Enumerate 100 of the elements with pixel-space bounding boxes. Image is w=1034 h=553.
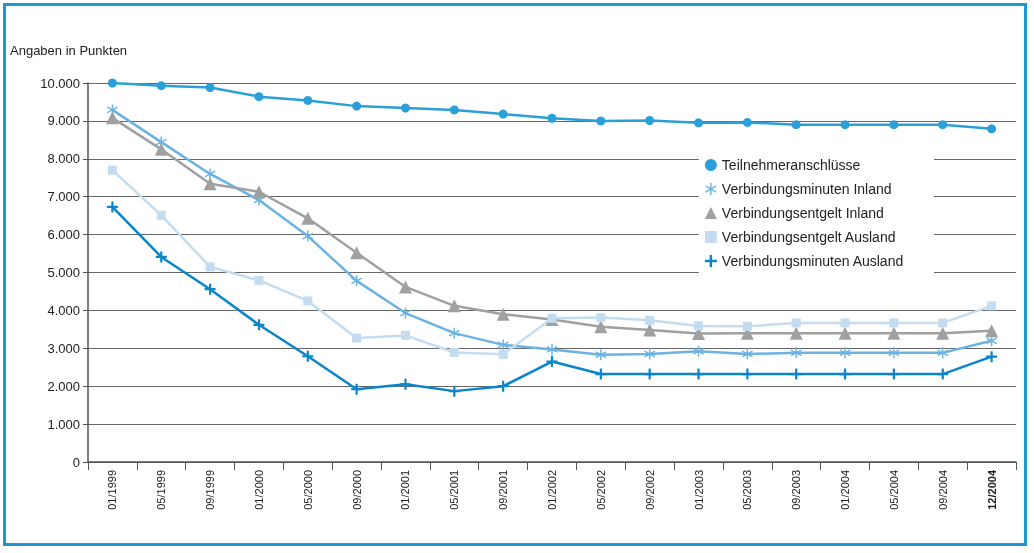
- point: [155, 251, 167, 263]
- point: [888, 368, 900, 380]
- point: [596, 313, 606, 323]
- point: [741, 368, 753, 380]
- x-tick-label: 05/2003: [741, 470, 754, 510]
- point: [596, 116, 606, 126]
- point: [644, 368, 656, 380]
- legend-label: Teilnehmeranschlüsse: [721, 157, 861, 173]
- point: [643, 323, 657, 337]
- point: [106, 201, 118, 213]
- point: [888, 347, 900, 359]
- point: [156, 210, 166, 220]
- point: [350, 246, 364, 260]
- x-tick-label: 05/2002: [594, 470, 607, 510]
- y-tick-label: 5.000: [47, 265, 80, 280]
- point: [742, 321, 752, 331]
- point: [645, 315, 655, 325]
- point: [497, 380, 509, 392]
- point: [644, 348, 656, 360]
- point: [790, 368, 802, 380]
- point: [351, 275, 363, 287]
- point: [302, 230, 314, 242]
- x-tick-label: 01/2003: [692, 470, 705, 510]
- point: [449, 105, 459, 115]
- point: [595, 368, 607, 380]
- x-tick-label: 01/2000: [252, 470, 265, 510]
- point: [447, 299, 461, 313]
- point: [105, 111, 119, 125]
- point: [303, 296, 313, 306]
- point: [694, 321, 704, 331]
- point: [645, 116, 655, 126]
- point: [594, 320, 608, 334]
- point: [937, 368, 949, 380]
- point: [448, 327, 460, 339]
- x-tick-label: 09/2000: [350, 470, 363, 510]
- y-tick-label: 1.000: [47, 416, 80, 432]
- point: [498, 349, 508, 359]
- x-tick-label: 09/2003: [790, 470, 803, 510]
- point: [789, 326, 803, 340]
- point: [204, 283, 216, 295]
- point: [400, 103, 410, 113]
- point: [547, 113, 557, 123]
- legend-label: Verbindungsminuten Inland: [721, 181, 892, 197]
- point: [838, 326, 852, 340]
- point: [352, 333, 362, 343]
- point: [987, 301, 997, 311]
- point: [839, 368, 851, 380]
- point: [204, 168, 216, 180]
- point: [938, 318, 948, 328]
- point: [302, 350, 314, 362]
- y-tick-label: 9.000: [47, 113, 80, 129]
- point: [253, 319, 265, 331]
- point: [156, 81, 166, 91]
- point: [448, 385, 460, 397]
- y-tick-label: 7.000: [47, 189, 80, 205]
- y-tick-label: 10.000: [40, 75, 80, 91]
- point: [790, 347, 802, 359]
- point: [693, 368, 705, 380]
- point: [352, 101, 362, 111]
- point: [351, 383, 363, 395]
- x-tick-label: 05/2000: [301, 470, 314, 510]
- point: [449, 347, 459, 357]
- x-tick-label: 09/2001: [497, 470, 510, 510]
- point: [887, 326, 901, 340]
- x-tick-label: 05/2004: [887, 470, 900, 510]
- y-tick-label: 6.000: [47, 227, 80, 243]
- point: [205, 262, 215, 272]
- x-tick-label: 01/1999: [106, 470, 119, 510]
- point: [107, 165, 117, 175]
- x-tick-label: 09/2002: [643, 470, 656, 510]
- point: [546, 343, 558, 355]
- point: [938, 120, 948, 130]
- point: [840, 120, 850, 130]
- point: [303, 95, 313, 105]
- point: [301, 211, 315, 225]
- point: [107, 78, 117, 88]
- point: [254, 92, 264, 102]
- point: [742, 117, 752, 127]
- point: [791, 120, 801, 130]
- point: [254, 275, 264, 285]
- y-tick-label: 3.000: [47, 340, 80, 356]
- point: [205, 83, 215, 93]
- point: [498, 109, 508, 119]
- y-tick-label: 0: [72, 454, 80, 470]
- x-tick-label: 09/2004: [936, 470, 949, 510]
- point: [399, 307, 411, 319]
- point: [154, 142, 168, 156]
- point: [840, 318, 850, 328]
- point: [497, 339, 509, 351]
- point: [399, 378, 411, 390]
- y-axis-title: Angaben in Punkten: [10, 43, 128, 58]
- point: [741, 348, 753, 360]
- point: [694, 118, 704, 128]
- x-tick-label: 09/1999: [204, 470, 217, 510]
- legend-label: Verbindungsentgelt Ausland: [721, 229, 896, 245]
- point: [791, 318, 801, 328]
- x-tick-label: 01/2001: [399, 470, 412, 510]
- point: [986, 351, 998, 363]
- x-tick-label: 05/2001: [448, 470, 461, 510]
- point: [889, 318, 899, 328]
